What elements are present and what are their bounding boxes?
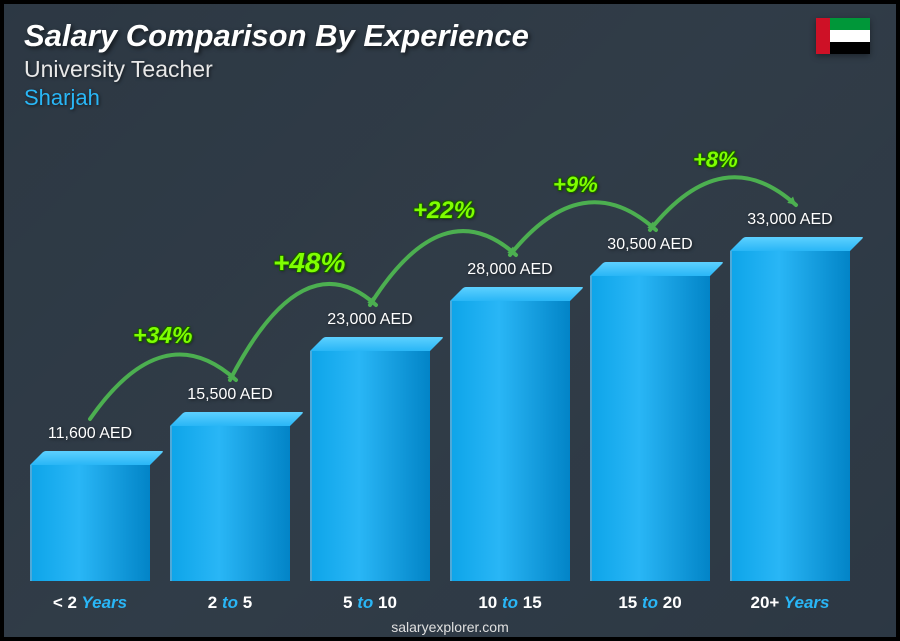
bar <box>590 262 710 581</box>
chart-subtitle: University Teacher <box>24 56 529 83</box>
percent-increase-label: +8% <box>693 147 738 173</box>
bar <box>450 287 570 581</box>
x-axis-label: 10 to 15 <box>450 593 570 613</box>
x-axis-label: 2 to 5 <box>170 593 290 613</box>
flag-green <box>830 18 870 30</box>
uae-flag <box>816 18 870 54</box>
chart-location: Sharjah <box>24 85 529 111</box>
bar-front-face <box>450 301 570 581</box>
chart-title: Salary Comparison By Experience <box>24 18 529 54</box>
x-axis-label: 15 to 20 <box>590 593 710 613</box>
header: Salary Comparison By Experience Universi… <box>24 18 529 111</box>
x-axis-label: < 2 Years <box>30 593 150 613</box>
x-axis-label: 20+ Years <box>730 593 850 613</box>
bar-column: 33,000 AED <box>730 211 850 581</box>
percent-increase-label: +34% <box>133 322 192 349</box>
flag-red-stripe <box>816 18 830 54</box>
bar-front-face <box>170 426 290 581</box>
footer-credit: salaryexplorer.com <box>0 619 900 635</box>
percent-increase-label: +22% <box>413 197 475 225</box>
percent-increase-label: +48% <box>273 247 345 279</box>
flag-black <box>830 42 870 54</box>
bar <box>30 451 150 581</box>
flag-stripes <box>830 18 870 54</box>
x-axis-labels: < 2 Years 2 to 5 5 to 10 10 to 15 15 to 20 20… <box>30 593 850 613</box>
x-axis-label: 5 to 10 <box>310 593 430 613</box>
bar-top-face <box>30 451 164 465</box>
bar-column: 30,500 AED <box>590 236 710 581</box>
bar-column: 11,600 AED <box>30 425 150 581</box>
bar-front-face <box>30 465 150 581</box>
bar-front-face <box>590 276 710 581</box>
bar <box>730 237 850 581</box>
bar <box>170 412 290 581</box>
bar-front-face <box>730 251 850 581</box>
flag-white <box>830 30 870 42</box>
percent-increase-label: +9% <box>553 172 598 198</box>
